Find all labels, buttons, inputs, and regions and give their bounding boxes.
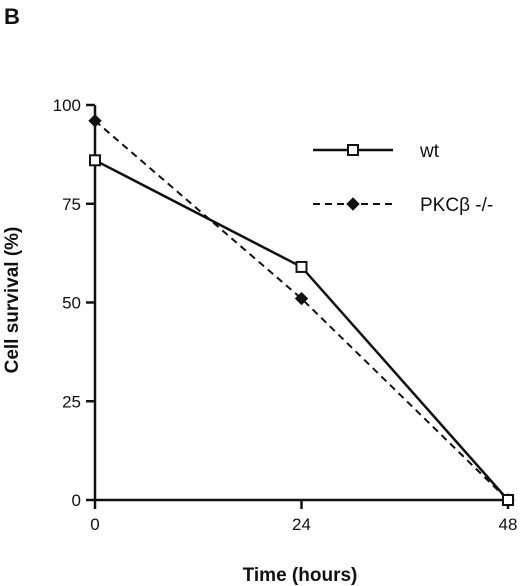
- legend-label-wt: wt: [419, 141, 440, 162]
- y-tick-label-0: 0: [72, 491, 81, 510]
- panel-letter: B: [4, 4, 20, 29]
- x-axis-title: Time (hours): [243, 565, 358, 586]
- point-wt-0: [89, 154, 101, 167]
- x-tick-label-24: 24: [292, 515, 311, 534]
- legend-label-pkcb-ko: PKCβ -/-: [420, 195, 493, 216]
- axes: 0 25 50 75 100 0 24 48: [53, 96, 518, 534]
- point-pkcb-ko-0: [88, 114, 102, 128]
- legend-marker-wt: [347, 144, 359, 156]
- point-wt-48: [502, 494, 514, 506]
- point-pkcb-ko-24: [294, 291, 309, 306]
- y-tick-label-100: 100: [53, 96, 81, 115]
- y-tick-label-50: 50: [62, 294, 81, 313]
- x-tick-label-48: 48: [499, 515, 518, 534]
- series-layer: [88, 114, 515, 507]
- point-wt-24: [295, 260, 308, 273]
- x-tick-label-0: 0: [90, 515, 99, 534]
- legend-marker-pkcb-ko: [346, 197, 360, 211]
- y-axis-title: Cell survival (%): [2, 227, 23, 374]
- y-tick-label-25: 25: [62, 392, 81, 411]
- legend: wt PKCβ -/-: [313, 141, 493, 216]
- y-tick-label-75: 75: [62, 195, 81, 214]
- series-line-pkcb-ko: [94, 120, 509, 501]
